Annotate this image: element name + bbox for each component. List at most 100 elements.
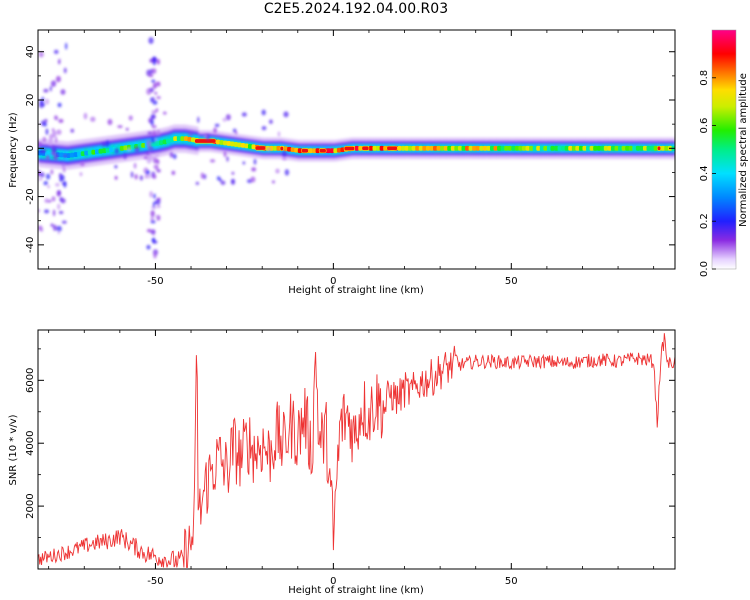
speckle bbox=[261, 126, 267, 131]
ridge-core-cell bbox=[336, 147, 342, 153]
speckle bbox=[235, 131, 238, 135]
speckle bbox=[225, 114, 231, 121]
ridge-core-cell bbox=[183, 136, 189, 142]
ridge-core-cell bbox=[607, 145, 612, 151]
ridge-core-cell bbox=[251, 144, 256, 150]
speckle bbox=[149, 87, 154, 93]
spectrogram-panel: -50 0 50 -40 -20 0 20 40 Height of straight lin… bbox=[8, 29, 676, 296]
speckle bbox=[53, 49, 59, 54]
snr-series-line bbox=[38, 333, 675, 568]
speckle bbox=[153, 164, 159, 170]
ridge-hotspot bbox=[194, 138, 217, 144]
speckle bbox=[56, 225, 62, 232]
speckle bbox=[145, 139, 152, 147]
ridge-core-cell bbox=[461, 145, 466, 151]
speckle bbox=[146, 228, 152, 233]
ridge-core-cell bbox=[628, 145, 634, 151]
speckle bbox=[150, 97, 153, 103]
ridge-core-cell bbox=[283, 146, 288, 152]
speckle bbox=[53, 153, 59, 161]
speckle bbox=[253, 158, 257, 165]
speckle bbox=[58, 118, 64, 124]
speckle bbox=[38, 208, 41, 213]
ridge-hotspot bbox=[656, 145, 662, 151]
speckle bbox=[277, 131, 281, 137]
speckle bbox=[49, 85, 53, 92]
ridge-core-cell bbox=[191, 137, 196, 143]
ridge-core-cell bbox=[600, 145, 605, 151]
ridge-core-cell bbox=[489, 145, 495, 151]
speckle bbox=[169, 152, 174, 158]
ridge-core-cell bbox=[429, 145, 434, 151]
ridge-core bbox=[38, 136, 675, 158]
ridge-core-cell bbox=[529, 145, 534, 151]
ridge-core-cell bbox=[98, 148, 103, 154]
speckle bbox=[219, 178, 222, 182]
ridge-core-cell bbox=[354, 145, 359, 151]
speckle bbox=[147, 131, 153, 135]
speckle bbox=[151, 124, 157, 129]
ridge-core-cell bbox=[642, 145, 648, 151]
speckle bbox=[133, 162, 137, 169]
snr-frame bbox=[37, 329, 676, 570]
ridge-core-cell bbox=[536, 145, 541, 151]
speckle bbox=[143, 155, 149, 160]
snr-x-axis-label: Height of straight line (km) bbox=[288, 585, 424, 596]
ridge-core-cell bbox=[561, 145, 566, 151]
speckle bbox=[203, 134, 208, 138]
speckle bbox=[55, 116, 59, 121]
speckle bbox=[266, 147, 271, 152]
y-tick-label: 2000 bbox=[25, 493, 36, 518]
speckle bbox=[151, 79, 156, 83]
ridge-core-cell bbox=[123, 145, 128, 151]
speckle bbox=[45, 98, 50, 105]
ridge-core-cell bbox=[650, 145, 655, 151]
ridge-core-cell bbox=[158, 140, 164, 146]
speckle bbox=[38, 177, 43, 181]
ridge-core-cell bbox=[376, 145, 381, 151]
speckle bbox=[151, 136, 156, 144]
speckle bbox=[52, 224, 57, 231]
ridge-core-cell bbox=[632, 145, 637, 151]
ridge-core-cell bbox=[450, 145, 456, 151]
ridge-core-cell bbox=[397, 145, 402, 151]
speckle bbox=[155, 108, 159, 113]
snr-axes: -50 0 50 2000 4000 6000 bbox=[25, 330, 675, 587]
speckle bbox=[70, 128, 75, 133]
ridge-core-cell bbox=[625, 145, 630, 151]
speckle bbox=[38, 149, 44, 154]
speckle bbox=[38, 225, 43, 231]
ridge-core-cell bbox=[180, 136, 185, 142]
ridge-core-cell bbox=[425, 145, 431, 151]
ridge-core-cell bbox=[294, 147, 299, 153]
spectrogram-axes: -50 0 50 -40 -20 0 20 40 bbox=[25, 30, 675, 287]
speckle bbox=[134, 174, 138, 180]
ridge-core-cell bbox=[84, 150, 89, 156]
ridge-core-cell bbox=[511, 145, 516, 151]
ridge-core-cell bbox=[290, 147, 295, 153]
ridge-core-cell bbox=[433, 145, 438, 151]
speckle bbox=[45, 154, 50, 162]
ridge-core-cell bbox=[440, 145, 445, 151]
speckle bbox=[105, 140, 110, 148]
ridge-hotspot bbox=[386, 145, 398, 151]
colorbar-tick-label: 0.4 bbox=[699, 165, 710, 181]
speckle bbox=[45, 173, 51, 180]
ridge-core-cell bbox=[162, 139, 167, 145]
speckle bbox=[42, 136, 47, 143]
speckle bbox=[209, 159, 216, 163]
y-tick-label: 6000 bbox=[25, 368, 36, 393]
ridge-hotspot bbox=[343, 146, 356, 152]
speckle bbox=[57, 190, 62, 196]
speckle bbox=[226, 156, 229, 162]
ridge-core-cell bbox=[550, 145, 555, 151]
ridge-core-cell bbox=[87, 150, 93, 156]
speckle bbox=[251, 167, 257, 172]
speckle bbox=[156, 204, 161, 209]
colorbar-axes: 0.0 0.2 0.4 0.6 0.8 bbox=[699, 70, 716, 277]
ridge-core-cell bbox=[571, 145, 577, 151]
speckle bbox=[156, 58, 161, 65]
speckle bbox=[50, 169, 54, 175]
speckle bbox=[63, 154, 67, 158]
